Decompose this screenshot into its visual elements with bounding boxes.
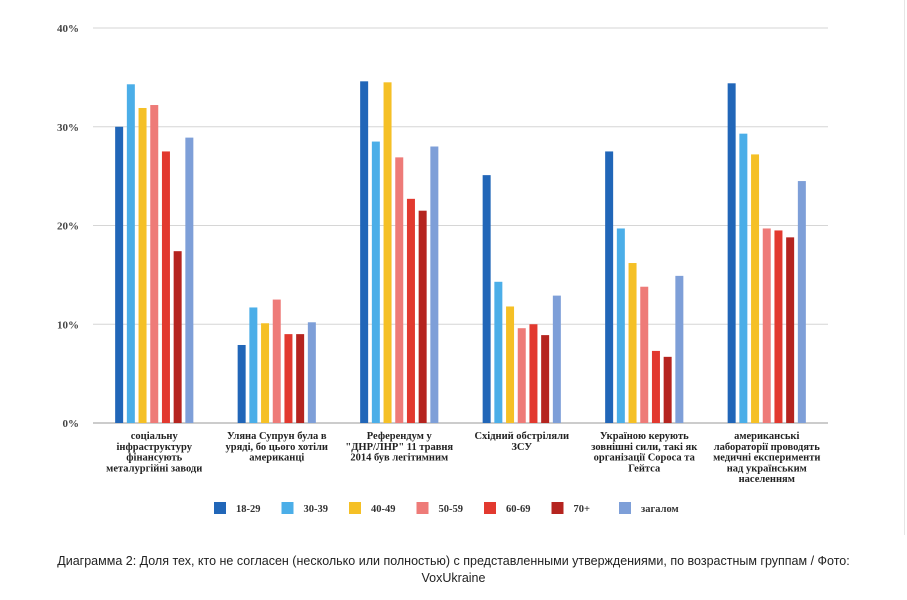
bar [161, 151, 170, 423]
bar [395, 157, 404, 424]
bars [115, 81, 806, 424]
bar-chart: 0% 10% 20% 30% 40% соціальну інфраструктуру фі… [57, 23, 828, 515]
y-tick-label: 0% [63, 418, 80, 430]
bar [739, 133, 748, 423]
legend-swatch [619, 502, 631, 514]
category-label-line: Референдум у [367, 431, 433, 442]
bar [406, 198, 415, 423]
bar [360, 81, 369, 423]
bar [482, 175, 491, 423]
category-label-line: над українським [727, 463, 807, 474]
category-label-line: Гейтса [628, 463, 661, 474]
category-label-line: Уляна Супрун була в [227, 431, 327, 442]
bar [605, 151, 614, 423]
category-label-line: 2014 був легітимним [350, 453, 448, 464]
caption-text: Диаграмма 2: Доля тех, кто не согласен (… [57, 554, 850, 585]
figure-caption: Диаграмма 2: Доля тех, кто не согласен (… [0, 553, 907, 587]
bar [150, 105, 159, 424]
category-label-line: "ДНР/ЛНР" 11 травня [345, 442, 453, 453]
bar [663, 356, 672, 423]
category-label-line: американські [734, 431, 799, 442]
category-label-line: Східний обстріляли [474, 431, 569, 442]
category-label-line: уряді, бо цього хотіли [226, 442, 328, 453]
page-divider [904, 0, 905, 535]
bar [541, 335, 550, 423]
category-label: американські лабораторії проводять медичні… [713, 431, 820, 485]
legend-label: 40-49 [371, 504, 396, 515]
category-label-line: лабораторії проводять [714, 442, 820, 453]
category-label-line: ЗСУ [511, 442, 532, 453]
bar [383, 82, 392, 423]
bar [786, 237, 795, 423]
bar [517, 328, 526, 423]
bar [628, 263, 637, 423]
category-label: Східний обстріляли ЗСУ [474, 431, 569, 453]
legend-label: загалом [641, 504, 679, 515]
category-label: соціальну інфраструктуру фінансують металур… [106, 431, 202, 474]
legend-label: 50-59 [439, 504, 464, 515]
category-label-line: інфраструктуру [117, 442, 193, 453]
category-labels: соціальну інфраструктуру фінансують металур… [106, 431, 820, 485]
category-label: Референдум у "ДНР/ЛНР" 11 травня 2014 був … [345, 431, 453, 464]
category-label-line: соціальну [131, 431, 179, 442]
category-label-line: організації Сороса та [594, 453, 696, 464]
bar [616, 228, 625, 423]
legend-label: 60-69 [506, 504, 531, 515]
legend-swatch [349, 502, 361, 514]
bar [272, 299, 281, 423]
bar [296, 334, 305, 423]
bar [552, 295, 561, 423]
legend-swatch [551, 502, 564, 514]
bar [138, 107, 147, 424]
legend-swatch [214, 502, 226, 514]
bar [237, 344, 246, 423]
bar [774, 230, 783, 423]
bar [371, 141, 380, 423]
category-label-line: Україною керують [600, 431, 689, 442]
bar [173, 251, 182, 423]
bar [284, 334, 293, 423]
legend-swatch [484, 502, 496, 514]
category-label: Уляна Супрун була в уряді, бо цього хотіл… [226, 431, 328, 464]
bar [762, 228, 771, 423]
y-axis: 0% 10% 20% 30% 40% [57, 23, 79, 430]
bar [418, 210, 427, 423]
bar [126, 84, 135, 423]
bar [640, 286, 649, 423]
y-tick-label: 10% [57, 319, 79, 331]
y-tick-label: 30% [57, 122, 79, 134]
bar [185, 137, 194, 424]
legend-label: 70+ [574, 504, 591, 515]
legend-label: 30-39 [304, 504, 329, 515]
y-tick-label: 40% [57, 23, 79, 35]
bar [261, 323, 270, 423]
bar [249, 307, 258, 423]
category-label: Україною керують зовнішні сили, такі як ор… [591, 431, 698, 474]
bar [307, 322, 316, 423]
bar [115, 126, 124, 423]
y-tick-label: 20% [57, 221, 79, 233]
bar [675, 275, 684, 423]
gridlines [93, 27, 828, 424]
bar [430, 146, 439, 423]
category-label-line: фінансують [126, 453, 182, 464]
category-label-line: медичні експерименти [713, 453, 820, 464]
bar [727, 83, 736, 424]
legend: 18-29 30-39 40-49 50-59 60-69 70+ загалом [214, 502, 679, 515]
category-label-line: металургійні заводи [106, 463, 202, 474]
legend-swatch [416, 502, 429, 514]
chart: 0% 10% 20% 30% 40% соціальну інфраструктуру фі… [57, 23, 828, 515]
bar [797, 181, 806, 423]
legend-label: 18-29 [236, 504, 261, 515]
legend-swatch [281, 502, 294, 514]
category-label-line: американці [249, 453, 304, 464]
category-label-line: населенням [739, 474, 795, 485]
bar [529, 324, 538, 423]
bar [506, 306, 515, 423]
bar [651, 350, 660, 423]
bar [494, 281, 503, 423]
category-label-line: зовнішні сили, такі як [591, 442, 698, 453]
bar [751, 154, 760, 423]
